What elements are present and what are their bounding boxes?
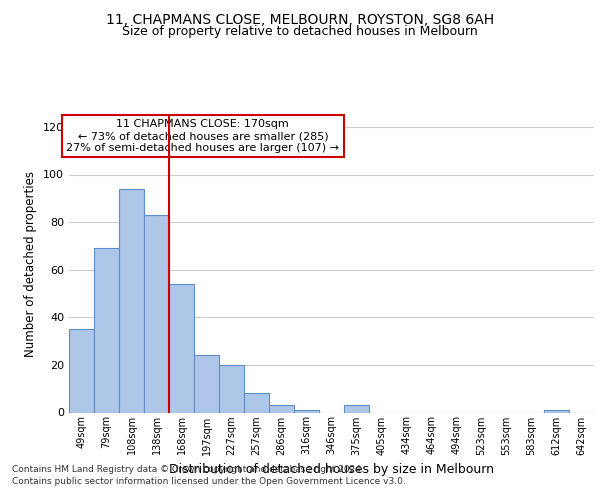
Text: Contains public sector information licensed under the Open Government Licence v3: Contains public sector information licen… bbox=[12, 478, 406, 486]
Bar bbox=[144, 215, 169, 412]
Text: Size of property relative to detached houses in Melbourn: Size of property relative to detached ho… bbox=[122, 25, 478, 38]
Bar bbox=[69, 329, 94, 412]
Bar bbox=[544, 410, 569, 412]
Bar bbox=[194, 356, 219, 412]
Bar bbox=[94, 248, 119, 412]
Bar bbox=[294, 410, 319, 412]
Text: 11, CHAPMANS CLOSE, MELBOURN, ROYSTON, SG8 6AH: 11, CHAPMANS CLOSE, MELBOURN, ROYSTON, S… bbox=[106, 12, 494, 26]
Text: 11 CHAPMANS CLOSE: 170sqm
← 73% of detached houses are smaller (285)
27% of semi: 11 CHAPMANS CLOSE: 170sqm ← 73% of detac… bbox=[67, 120, 340, 152]
Text: Contains HM Land Registry data © Crown copyright and database right 2024.: Contains HM Land Registry data © Crown c… bbox=[12, 465, 364, 474]
Bar bbox=[119, 189, 144, 412]
Bar bbox=[244, 394, 269, 412]
Bar bbox=[344, 406, 369, 412]
Bar bbox=[269, 406, 294, 412]
Y-axis label: Number of detached properties: Number of detached properties bbox=[25, 171, 37, 357]
X-axis label: Distribution of detached houses by size in Melbourn: Distribution of detached houses by size … bbox=[169, 463, 494, 476]
Bar bbox=[169, 284, 194, 412]
Bar bbox=[219, 365, 244, 412]
